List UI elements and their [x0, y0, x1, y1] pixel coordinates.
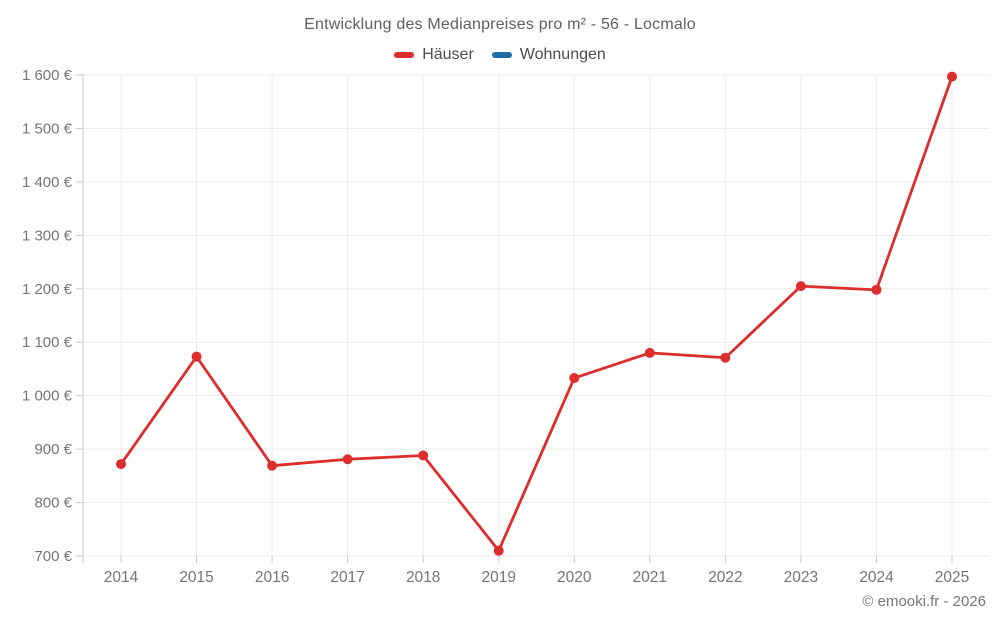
y-axis-tick-label: 1 400 € [22, 174, 73, 191]
y-axis-tick-label: 1 500 € [22, 120, 73, 137]
legend: Häuser Wohnungen [0, 46, 1000, 64]
data-point-2015[interactable] [191, 351, 202, 362]
x-axis-tick-label: 2024 [859, 569, 894, 586]
y-axis-tick-label: 800 € [34, 495, 72, 512]
x-axis-tick-label: 2025 [935, 569, 969, 586]
data-point-2020[interactable] [569, 373, 580, 384]
x-axis-tick-label: 2016 [255, 569, 289, 586]
x-axis-tick-label: 2018 [406, 569, 440, 586]
wohnungen-series-swatch-icon [491, 52, 512, 58]
x-axis-tick-label: 2022 [708, 569, 742, 586]
data-point-2014[interactable] [116, 459, 126, 470]
copyright: © emooki.fr - 2026 [862, 593, 986, 610]
chart-title: Entwicklung des Medianpreises pro m² - 5… [304, 16, 696, 33]
hauser-series-swatch-icon [394, 52, 415, 58]
data-point-2023[interactable] [795, 281, 806, 292]
y-axis-tick-label: 1 300 € [22, 227, 73, 244]
y-axis-tick-label: 1 100 € [22, 334, 73, 351]
data-point-2025[interactable] [947, 71, 957, 82]
x-axis-tick-label: 2019 [481, 569, 515, 586]
y-axis-tick-label: 900 € [34, 441, 72, 458]
data-point-2018[interactable] [418, 450, 429, 461]
legend-label-hauser: Häuser [422, 46, 474, 63]
x-axis-tick-label: 2023 [784, 569, 818, 586]
x-axis-tick-label: 2015 [179, 569, 213, 586]
legend-item-hauser[interactable]: Häuser [394, 46, 474, 64]
y-axis-tick-label: 1 600 € [22, 67, 73, 84]
x-axis-tick-label: 2021 [633, 569, 667, 586]
data-point-2017[interactable] [342, 454, 353, 465]
data-point-2019[interactable] [493, 545, 504, 556]
data-point-2016[interactable] [267, 460, 278, 471]
x-axis-tick-label: 2014 [104, 569, 139, 586]
series-line-häuser [119, 75, 954, 553]
data-point-2022[interactable] [720, 352, 731, 363]
x-axis-tick-label: 2020 [557, 569, 592, 586]
data-point-2021[interactable] [644, 347, 655, 358]
y-axis-tick-label: 1 000 € [22, 388, 73, 405]
legend-item-wohnungen[interactable]: Wohnungen [491, 46, 606, 64]
y-axis-tick-label: 1 200 € [22, 281, 73, 298]
x-axis-tick-label: 2017 [330, 569, 364, 586]
data-point-2024[interactable] [871, 284, 882, 295]
y-axis-tick-label: 700 € [34, 548, 72, 565]
legend-label-wohnungen: Wohnungen [519, 46, 606, 63]
